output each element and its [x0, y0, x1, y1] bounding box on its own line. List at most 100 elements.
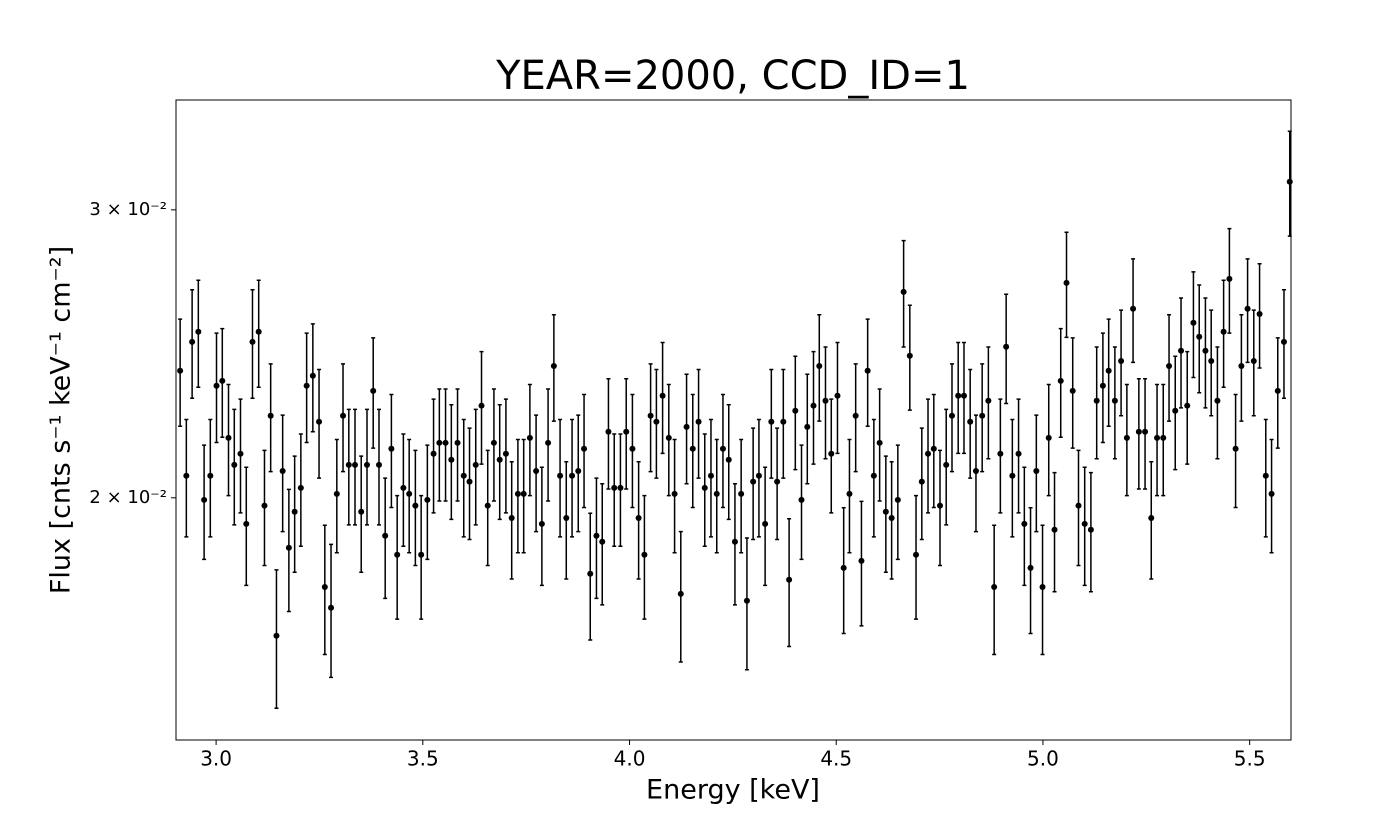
data-point — [1208, 357, 1215, 364]
data-point — [593, 532, 600, 539]
data-point — [774, 478, 781, 485]
data-point — [1250, 357, 1257, 364]
data-point — [1015, 450, 1022, 457]
data-point — [967, 418, 974, 425]
data-point — [641, 551, 648, 558]
data-point — [997, 450, 1004, 457]
data-point — [249, 338, 256, 345]
data-point — [768, 418, 775, 425]
data-point — [937, 502, 944, 509]
data-point — [882, 508, 889, 515]
error-bar — [744, 537, 749, 671]
data-point — [285, 544, 292, 551]
data-point — [267, 412, 274, 419]
data-point — [460, 472, 467, 479]
data-point — [894, 496, 901, 503]
data-point — [876, 439, 883, 446]
y-axis-label: Flux [cnts s⁻¹ keV⁻¹ cm⁻²] — [46, 246, 77, 594]
data-point — [701, 484, 708, 491]
data-point — [394, 551, 401, 558]
data-point — [436, 439, 443, 446]
data-point — [943, 461, 950, 468]
data-point — [1244, 305, 1251, 312]
data-point — [804, 423, 811, 430]
data-point — [738, 490, 745, 497]
data-point — [617, 484, 624, 491]
plot-frame — [175, 99, 1292, 741]
data-point — [430, 450, 437, 457]
data-point — [599, 538, 606, 545]
data-point — [1033, 467, 1040, 474]
data-point — [520, 490, 527, 497]
data-point — [195, 328, 202, 335]
data-point — [665, 434, 672, 441]
data-point — [472, 461, 479, 468]
data-point — [1166, 362, 1173, 369]
data-point — [388, 445, 395, 452]
x-tick-label: 3.5 — [407, 747, 439, 771]
data-point — [538, 520, 545, 527]
data-point — [1130, 305, 1137, 312]
data-point — [526, 434, 533, 441]
data-point — [707, 472, 714, 479]
data-point — [333, 490, 340, 497]
data-point — [1184, 402, 1191, 409]
data-point — [466, 478, 473, 485]
x-axis-label: Energy [keV] — [646, 775, 820, 806]
data-point — [587, 570, 594, 577]
data-point — [1118, 357, 1125, 364]
data-point — [237, 450, 244, 457]
data-point — [780, 418, 787, 425]
data-point — [370, 387, 377, 394]
data-point — [948, 412, 955, 419]
data-point — [569, 472, 576, 479]
data-point — [725, 456, 732, 463]
data-point — [563, 514, 570, 521]
data-point — [1232, 445, 1239, 452]
data-point — [1093, 397, 1100, 404]
data-point — [358, 508, 365, 515]
data-point — [328, 604, 335, 611]
data-point — [985, 397, 992, 404]
data-point — [261, 502, 268, 509]
data-point — [1081, 520, 1088, 527]
x-tick-label: 4.5 — [820, 747, 852, 771]
data-point — [273, 632, 280, 639]
data-point — [786, 576, 793, 583]
data-point — [1220, 328, 1227, 335]
data-point — [1021, 520, 1028, 527]
data-point — [424, 496, 431, 503]
data-point — [605, 428, 612, 435]
data-point — [448, 456, 455, 463]
data-point — [1262, 472, 1269, 479]
data-point — [659, 392, 666, 399]
data-point — [316, 418, 323, 425]
data-point — [1069, 387, 1076, 394]
data-point — [490, 439, 497, 446]
data-point — [1196, 333, 1203, 340]
data-point — [611, 484, 618, 491]
data-point — [991, 583, 998, 590]
data-point — [418, 551, 425, 558]
data-point — [762, 520, 769, 527]
data-point — [840, 564, 847, 571]
data-point — [1274, 387, 1281, 394]
data-point — [1027, 564, 1034, 571]
data-point — [291, 508, 298, 515]
data-point — [1286, 178, 1293, 185]
data-point — [1190, 319, 1197, 326]
data-point — [1160, 434, 1167, 441]
data-point — [502, 450, 509, 457]
data-point — [442, 439, 449, 446]
data-point — [340, 412, 347, 419]
data-point — [683, 423, 690, 430]
data-point — [930, 445, 937, 452]
x-tick-label: 3.0 — [200, 747, 232, 771]
chart-title: YEAR=2000, CCD_ID=1 — [495, 53, 970, 99]
x-tick-label: 5.0 — [1027, 747, 1059, 771]
data-point — [1009, 472, 1016, 479]
data-point — [496, 456, 503, 463]
data-point — [858, 557, 865, 564]
data-point — [231, 461, 238, 468]
